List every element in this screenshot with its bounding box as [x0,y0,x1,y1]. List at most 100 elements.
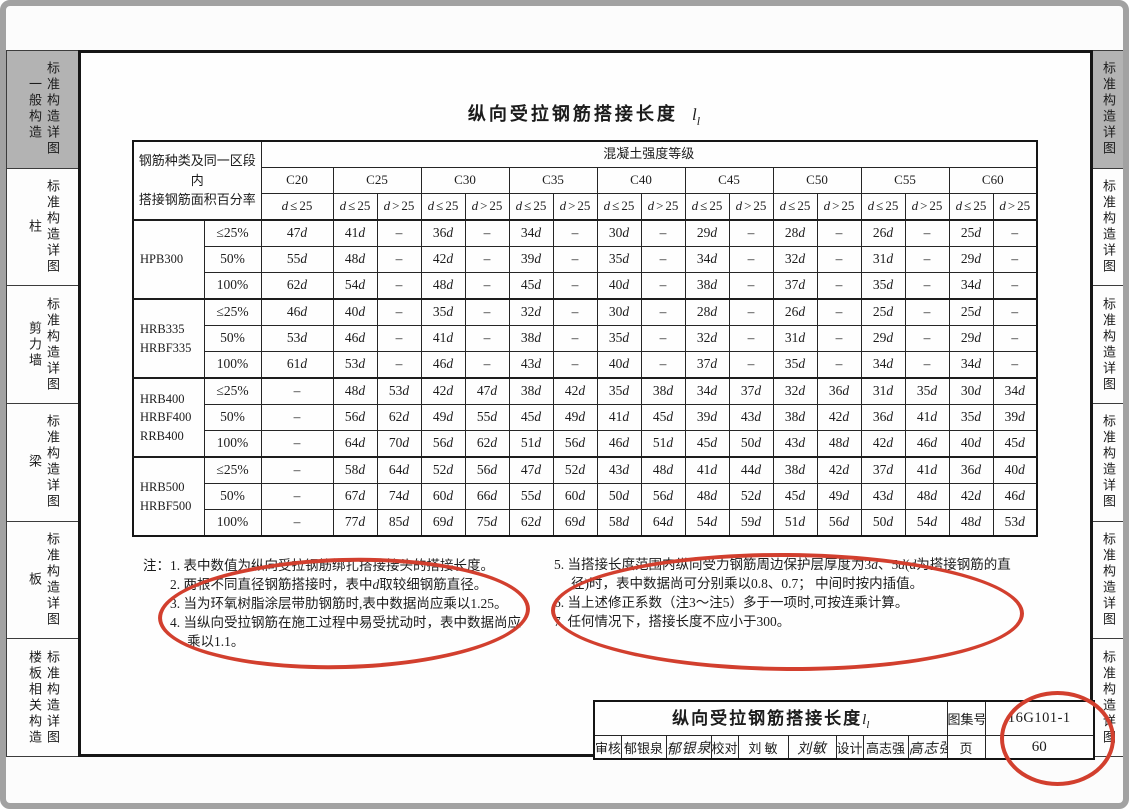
lap-value-cell: 38d [773,405,817,431]
left-thumb-index: 一般构造标准构造详图柱标准构造详图剪力墙标准构造详图梁标准构造详图板标准构造详图… [6,50,79,757]
lap-value-cell: 42d [421,378,465,405]
lap-value-cell: 55d [261,247,333,273]
sidebar-left-tab-楼板相关构造[interactable]: 楼板相关构造标准构造详图 [6,638,79,757]
table-row: 50%55d48d–42d–39d–35d–34d–32d–31d–29d– [133,247,1037,273]
red-pen-circle-atlas-no [1000,691,1115,786]
sidebar-left-tab-一般构造[interactable]: 一般构造标准构造详图 [6,50,79,169]
lap-value-cell: – [905,247,949,273]
diameter-condition-header: d≤25 [509,194,553,221]
lap-value-cell: 29d [861,326,905,352]
lap-value-cell: – [641,326,685,352]
lap-value-cell: 29d [949,247,993,273]
lap-value-cell: – [905,299,949,326]
grade-C40: C40 [597,168,685,194]
lap-value-cell: 34d [949,352,993,379]
lap-value-cell: 35d [861,273,905,300]
percentage-cell: 100% [204,510,261,537]
sidebar-right-tab-1[interactable]: 标准构造详图 [1093,50,1124,169]
sidebar-left-tab-剪力墙[interactable]: 剪力墙标准构造详图 [6,285,79,404]
lap-value-cell: 52d [553,457,597,484]
lap-value-cell: – [553,326,597,352]
lap-value-cell: – [465,273,509,300]
lap-value-cell: 34d [685,247,729,273]
diameter-condition-header: d≤25 [861,194,905,221]
rebar-type-cell: HRB400HRBF400RRB400 [133,378,204,457]
lap-value-cell: 52d [421,457,465,484]
lap-value-cell: 31d [861,378,905,405]
rebar-type-cell: HRB500HRBF500 [133,457,204,536]
lap-value-cell: 56d [333,405,377,431]
concrete-grade-header: 混凝土强度等级 [261,141,1037,168]
grade-C20: C20 [261,168,333,194]
credit-label: 设计 [836,736,863,760]
tab-series-label: 标准构造详图 [45,650,59,746]
lap-value-cell: 39d [685,405,729,431]
diameter-condition-header: d>25 [641,194,685,221]
lap-value-cell: 50d [597,484,641,510]
lap-value-cell: 35d [905,378,949,405]
lap-value-cell: 39d [993,405,1037,431]
sidebar-right-tab-2[interactable]: 标准构造详图 [1093,168,1124,287]
lap-value-cell: 25d [861,299,905,326]
sidebar-right-tab-4[interactable]: 标准构造详图 [1093,403,1124,522]
lap-value-cell: 37d [773,273,817,300]
lap-value-cell: 45d [993,431,1037,458]
lap-value-cell: – [993,247,1037,273]
table-row: HRB500HRBF500≤25%–58d64d52d56d47d52d43d4… [133,457,1037,484]
percentage-cell: ≤25% [204,220,261,247]
credit-label: 审核 [594,736,621,760]
credit-signature: 郁银泉 [666,735,712,760]
sidebar-right-tab-3[interactable]: 标准构造详图 [1093,285,1124,404]
lap-value-cell: 46d [421,352,465,379]
lap-value-cell: 25d [949,299,993,326]
lap-value-cell: 46d [261,299,333,326]
lap-value-cell: 29d [685,220,729,247]
lap-value-cell: – [817,220,861,247]
lap-value-cell: – [817,299,861,326]
diameter-condition-header: d>25 [553,194,597,221]
lap-value-cell: 41d [905,405,949,431]
diameter-condition-header: d≤25 [685,194,729,221]
lap-value-cell: 62d [377,405,421,431]
lap-value-cell: 25d [949,220,993,247]
sidebar-left-tab-梁[interactable]: 梁标准构造详图 [6,403,79,522]
lap-value-cell: – [261,378,333,405]
table-row: 100%62d54d–48d–45d–40d–38d–37d–35d–34d– [133,273,1037,300]
diameter-condition-header: d>25 [817,194,861,221]
credit-name: 刘 敏 [738,736,788,760]
lap-value-cell: 59d [729,510,773,537]
lap-value-cell: 31d [773,326,817,352]
lap-value-cell: 64d [333,431,377,458]
lap-value-cell: 34d [993,378,1037,405]
lap-value-cell: 46d [333,326,377,352]
lap-value-cell: – [377,299,421,326]
sidebar-left-tab-板[interactable]: 板标准构造详图 [6,521,79,640]
titleblock-title: 纵向受拉钢筋搭接长度ll [594,701,947,736]
diameter-condition-header: d>25 [729,194,773,221]
lap-value-cell: 62d [261,273,333,300]
diameter-condition-header: d>25 [905,194,949,221]
lap-value-cell: 46d [597,431,641,458]
lap-value-cell: 42d [817,457,861,484]
lap-value-cell: 36d [817,378,861,405]
lap-value-cell: 26d [861,220,905,247]
lap-value-cell: – [553,352,597,379]
diameter-condition-header: d≤25 [261,194,333,221]
tab-series-label: 标准构造详图 [1101,532,1115,628]
lap-value-cell: 43d [729,405,773,431]
lap-value-cell: 60d [553,484,597,510]
lap-value-cell: 52d [729,484,773,510]
lap-value-cell: – [553,247,597,273]
corner-header: 钢筋种类及同一区段内搭接钢筋面积百分率 [133,141,261,220]
lap-value-cell: – [729,273,773,300]
lap-value-cell: 42d [421,247,465,273]
lap-value-cell: – [377,220,421,247]
sidebar-left-tab-柱[interactable]: 柱标准构造详图 [6,168,79,287]
lap-value-cell: – [465,299,509,326]
lap-value-cell: 40d [993,457,1037,484]
lap-value-cell: 41d [333,220,377,247]
tab-category-label: 柱 [27,219,41,235]
lap-value-cell: 70d [377,431,421,458]
sidebar-right-tab-5[interactable]: 标准构造详图 [1093,521,1124,640]
lap-value-cell: 42d [949,484,993,510]
